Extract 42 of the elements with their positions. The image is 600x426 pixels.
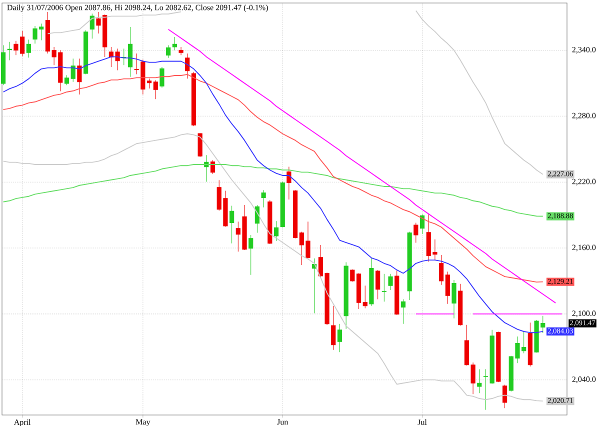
- candlestick: [128, 26, 133, 78]
- y-tick-label: 2,040.0: [572, 376, 596, 384]
- x-tick-label: May: [136, 419, 150, 426]
- candlestick: [230, 205, 234, 244]
- candlestick: [502, 384, 508, 408]
- candlestick: [160, 66, 164, 88]
- candlestick: [90, 13, 94, 39]
- y-tick-label: 2,160.0: [572, 244, 596, 252]
- candlestick: [166, 45, 171, 58]
- candlestick: [414, 222, 418, 243]
- y-tick-label: 2,280.0: [572, 112, 596, 120]
- candlestick: [477, 368, 482, 394]
- candlestick: [153, 80, 158, 100]
- candlestick: [274, 220, 279, 242]
- candlestick: [286, 166, 292, 200]
- chart-title: Daily 31/07/2006 Open 2087.86, Hi 2098.24, Lo 2082.62, Close 2091.47 (-0.1%): [7, 4, 268, 12]
- line-series: [415, 10, 544, 175]
- candlestick: [178, 46, 184, 56]
- candlestick: [185, 53, 190, 79]
- candlestick: [445, 271, 450, 304]
- candlestick: [261, 190, 266, 208]
- candlestick: [452, 280, 456, 319]
- candlestick: [172, 36, 177, 51]
- candlestick: [382, 274, 386, 302]
- x-tick-label: Jul: [418, 419, 427, 425]
- candlestick: [198, 132, 202, 158]
- candlestick: [77, 58, 82, 95]
- candlestick: [400, 299, 406, 324]
- candlestick: [337, 324, 342, 352]
- candlestick: [26, 39, 31, 58]
- candlestick: [7, 42, 12, 61]
- candlestick: [376, 270, 380, 300]
- x-tick-label: Jun: [277, 419, 288, 425]
- candlestick: [248, 234, 254, 276]
- candlestick: [388, 274, 393, 290]
- candlestick: [420, 214, 425, 234]
- candlestick: [439, 254, 444, 286]
- candlestick: [331, 306, 336, 350]
- y-tick-label: 2,340.0: [572, 46, 596, 54]
- y-tick-label: 2,220.0: [572, 178, 596, 186]
- candlestick: [362, 285, 368, 308]
- y-tick-label: 2,100.0: [572, 310, 596, 318]
